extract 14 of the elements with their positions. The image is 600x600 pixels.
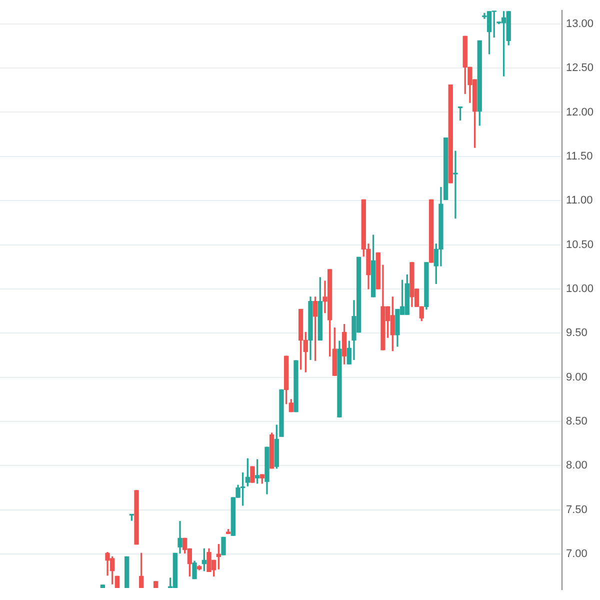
candlestick (453, 150, 458, 219)
y-tick-label: 8.00 (566, 460, 588, 472)
y-tick-label: 7.00 (566, 548, 588, 560)
y-tick-label: 12.00 (566, 106, 594, 118)
y-tick-label: 13.00 (566, 18, 594, 30)
y-tick-label: 7.50 (566, 504, 588, 516)
y-tick-label: 11.50 (566, 150, 593, 162)
y-tick-label: 11.00 (566, 194, 593, 207)
y-tick-label: 12.50 (566, 62, 594, 74)
y-tick-label: 10.50 (566, 238, 594, 251)
y-tick-label: 10.00 (566, 282, 594, 295)
y-tick-label: 9.00 (566, 371, 588, 384)
y-tick-label: 8.50 (566, 416, 588, 428)
y-tick-label: 9.50 (566, 327, 588, 340)
